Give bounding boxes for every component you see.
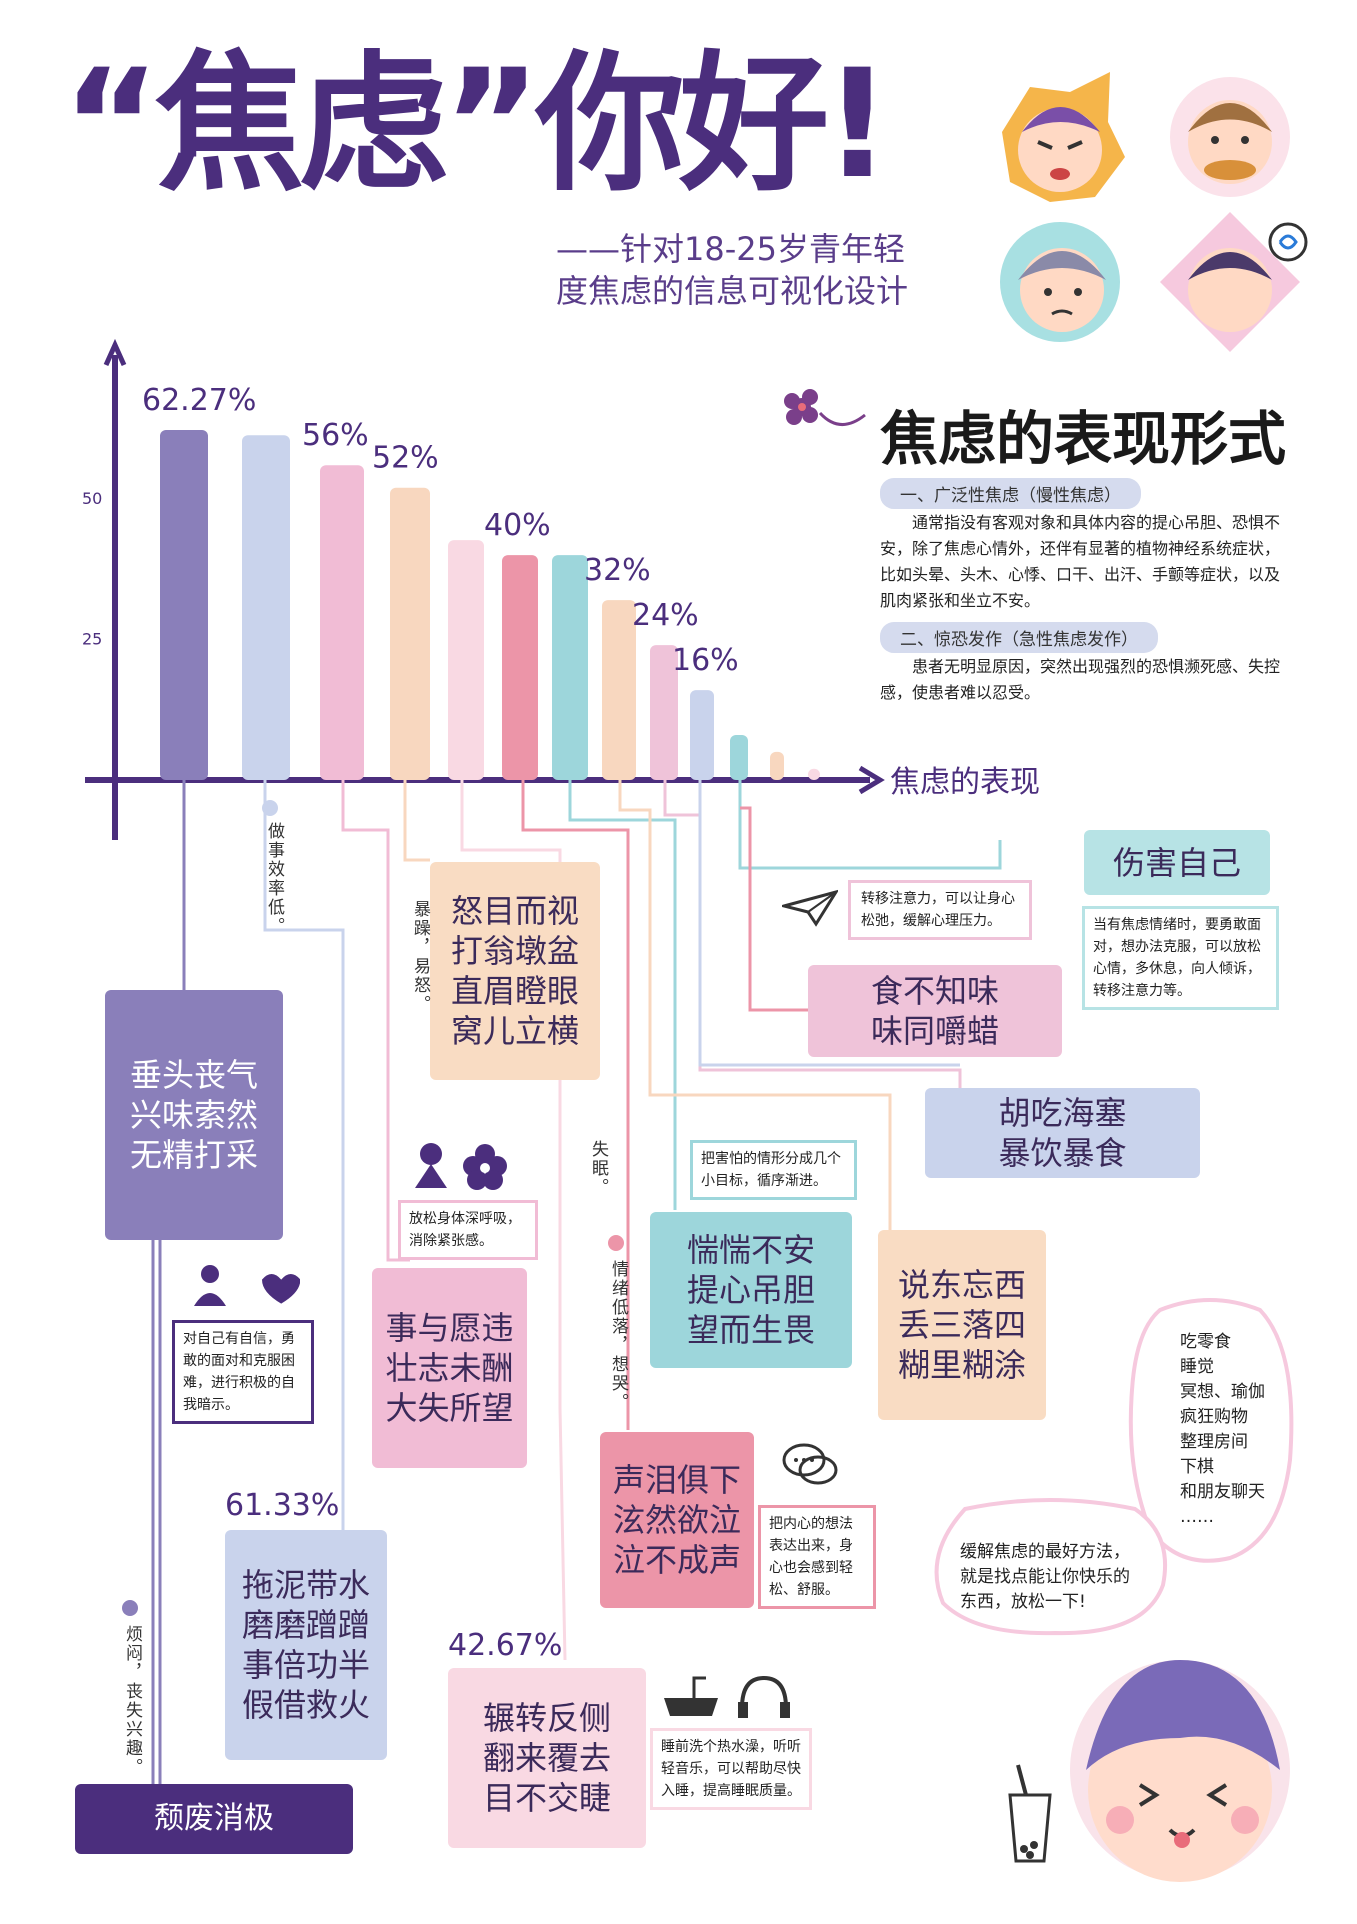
- activity-item: 下棋: [1180, 1457, 1214, 1477]
- y-tick-label: 50: [82, 489, 102, 508]
- box-shibu: 食不知味 味同嚼蜡: [808, 965, 1062, 1057]
- vlabel-efficiency: 做事效率低。: [264, 822, 284, 936]
- type2-label: 二、惊恐发作（急性焦虑发作）: [880, 622, 1158, 653]
- tip-text: 缓解焦虑的最好方法，就是找点能让你快乐的东西，放松一下!: [960, 1542, 1130, 1612]
- bubble-tea-icon: [1008, 1764, 1052, 1863]
- box-shiyu: 事与愿违 壮志未酬 大失所望: [372, 1268, 527, 1468]
- worried-face-icon: [1000, 222, 1120, 342]
- bar: [552, 555, 588, 780]
- happy-boy-illustration: [1008, 1660, 1290, 1882]
- note-confidence: 对自己有自信，勇敢的面对和克服困难，进行积极的自我暗示。: [172, 1320, 314, 1424]
- note-express: 把内心的想法表达出来，身心也会感到轻松、舒服。: [758, 1505, 876, 1609]
- activity-bubble-shape: [1128, 1298, 1294, 1563]
- pct-label-tuoni: 61.33%: [225, 1488, 340, 1523]
- note-relax: 放松身体深呼吸，消除紧张感。: [398, 1200, 538, 1260]
- eating-face-icon: [1170, 77, 1290, 197]
- y-axis-arrow: [103, 338, 127, 367]
- bar-value-label: 24%: [632, 598, 699, 633]
- pct-label-zhuanzhuan: 42.67%: [448, 1628, 563, 1663]
- dot-marker: [122, 1600, 138, 1616]
- tip-bubble-shape: [934, 1498, 1168, 1636]
- bar-value-label: 32%: [584, 553, 651, 588]
- vlabel-insomnia: 失眠。: [588, 1140, 608, 1197]
- box-shenglei: 声泪俱下 泫然欲泣 泣不成声: [600, 1432, 754, 1608]
- bar: [602, 600, 636, 780]
- type1-description: 通常指没有客观对象和具体内容的提心吊胆、恐惧不安，除了焦虑心情外，还伴有显著的植…: [880, 513, 1281, 610]
- section-title: 焦虑的表现形式: [880, 405, 1287, 473]
- page-subtitle: ——针对18-25岁青年轻度焦虑的信息可视化设计: [556, 230, 909, 310]
- box-shanghai: 伤害自己: [1084, 830, 1270, 895]
- bar: [808, 768, 820, 780]
- note-small-goals: 把害怕的情形分成几个小目标，循序渐进。: [690, 1140, 857, 1200]
- activity-item: 整理房间: [1180, 1432, 1248, 1452]
- angry-face-icon: [1002, 72, 1125, 202]
- bar: [730, 735, 748, 780]
- paper-plane-icon: [782, 889, 838, 927]
- activity-item: 吃零食: [1180, 1332, 1231, 1352]
- bar: [770, 751, 784, 780]
- type1-label: 一、广泛性焦虑（慢性焦虑）: [880, 478, 1141, 509]
- bar-value-label: 52%: [372, 441, 439, 476]
- activity-item: 睡觉: [1180, 1357, 1214, 1377]
- note-distraction: 转移注意力，可以让身心松弛，缓解心理压力。: [848, 880, 1032, 940]
- confused-face-icon: [1160, 212, 1308, 352]
- box-tuoni: 拖泥带水 磨磨蹭蹭 事倍功半 假借救火: [225, 1530, 387, 1760]
- y-tick-label: 25: [82, 629, 102, 648]
- x-axis-label: 焦虑的表现: [890, 765, 1040, 800]
- bar: [690, 690, 714, 780]
- bar: [160, 430, 208, 780]
- activity-item: ……: [1180, 1507, 1214, 1527]
- relax-flower-icon: [415, 1143, 507, 1190]
- activity-item: 和朋友聊天: [1180, 1482, 1265, 1502]
- note-sleep: 睡前洗个热水澡，听听轻音乐，可以帮助尽快入睡，提高睡眠质量。: [650, 1728, 812, 1810]
- bar-value-label: 62.27%: [142, 383, 256, 418]
- box-tuifei: 颓废消极: [75, 1784, 353, 1854]
- vlabel-lowmood: 情绪低落，想哭。: [608, 1260, 628, 1412]
- note-self-harm: 当有焦虑情绪时，要勇敢面对，想办法克服，可以放松心情，多休息，向人倾诉，转移注意…: [1082, 906, 1279, 1010]
- page-title: “焦虑”你好!: [62, 38, 892, 212]
- activity-item: 冥想、瑜伽: [1180, 1382, 1265, 1402]
- box-zhuanzhuan: 辗转反侧 翻来覆去 目不交睫: [448, 1668, 646, 1848]
- chat-bubbles-icon: [782, 1443, 838, 1485]
- bar: [320, 465, 364, 780]
- bar: [390, 487, 430, 780]
- flower-icon: [784, 389, 866, 426]
- x-axis-arrow: [858, 765, 885, 795]
- dot-marker: [608, 1235, 624, 1251]
- vlabel-irritable: 暴躁，易怒。: [410, 900, 430, 1014]
- type2-description: 患者无明显原因，突然出现强烈的恐惧濒死感、失控感，使患者难以忍受。: [880, 657, 1281, 702]
- dot-marker: [262, 800, 278, 816]
- activity-list: 吃零食 睡觉 冥想、瑜伽 疯狂购物 整理房间 下棋 和朋友聊天 ……: [1180, 1330, 1265, 1530]
- bath-headphones-icon: [664, 1675, 790, 1718]
- bar: [502, 555, 538, 780]
- bar-value-label: 40%: [484, 508, 551, 543]
- box-chuitou: 垂头丧气 兴味索然 无精打采: [105, 990, 283, 1240]
- emoji-faces-illustration: [1000, 72, 1308, 352]
- box-huchi: 胡吃海塞 暴饮暴食: [925, 1088, 1200, 1178]
- bar-value-label: 56%: [302, 418, 369, 453]
- bar: [448, 540, 484, 780]
- bar: [650, 645, 678, 780]
- bar-value-label: 16%: [672, 643, 739, 678]
- person-heart-icon: [194, 1265, 300, 1306]
- box-nu: 怒目而视 打翁墩盆 直眉瞪眼 窝儿立横: [430, 862, 600, 1080]
- activity-item: 疯狂购物: [1180, 1407, 1248, 1427]
- box-shuodong: 说东忘西 丢三落四 糊里糊涂: [878, 1230, 1046, 1420]
- vlabel-boredom: 烦闷，丧失兴趣。: [122, 1625, 142, 1777]
- box-huanghuang: 惴惴不安 提心吊胆 望而生畏: [650, 1212, 852, 1368]
- bar: [242, 435, 290, 780]
